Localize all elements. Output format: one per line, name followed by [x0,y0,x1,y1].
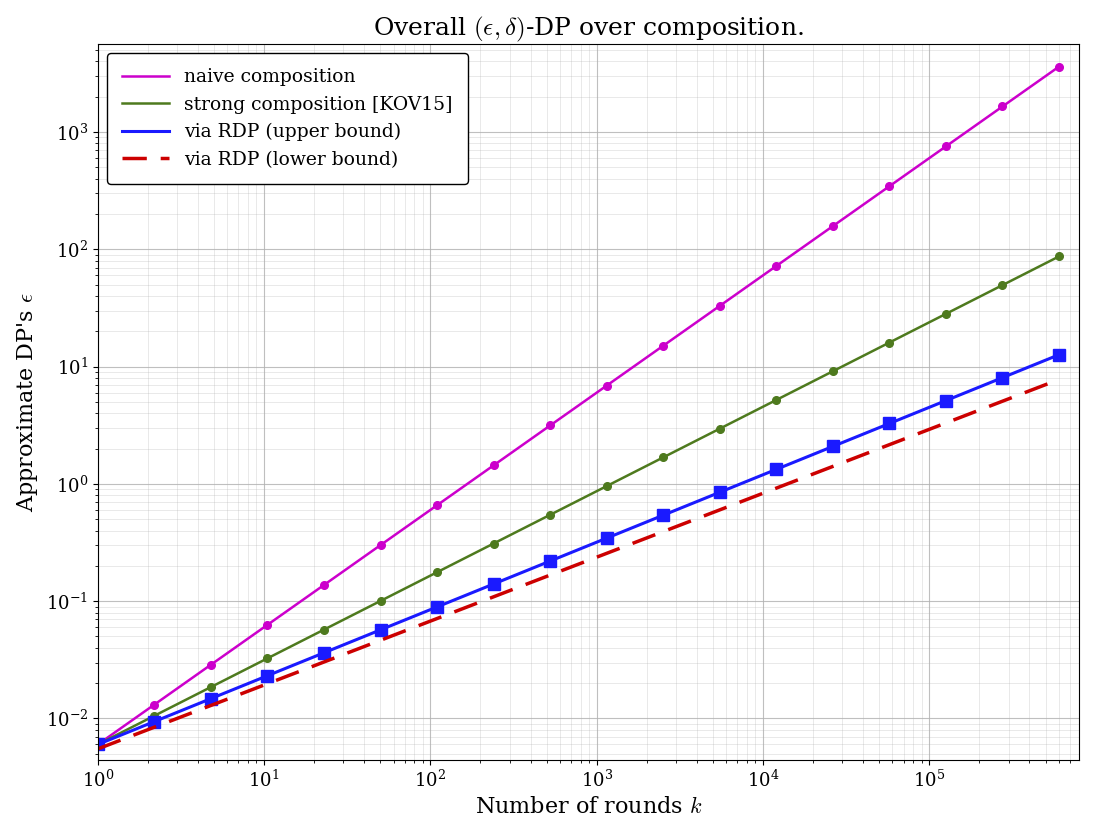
via RDP (upper bound) [91,740,104,750]
strong composition [KOV15] [91,740,104,750]
strong composition [KOV15] [1029,263,1043,273]
Legend: naive composition, strong composition [KOV15], via RDP (upper bound), via RDP (l: naive composition, strong composition [K… [107,53,467,184]
strong composition [KOV15] [612,476,625,486]
via RDP (lower bound) [1029,383,1043,393]
via RDP (upper bound) [548,555,561,565]
via RDP (lower bound) [91,744,104,754]
via RDP (lower bound) [554,566,567,576]
Line: strong composition [KOV15]: strong composition [KOV15] [97,257,1059,745]
via RDP (upper bound) [1052,350,1066,360]
strong composition [KOV15] [1052,252,1066,262]
naive composition [880,184,893,194]
Y-axis label: Approximate DP's $\epsilon$: Approximate DP's $\epsilon$ [15,292,40,511]
via RDP (lower bound) [663,524,676,534]
Line: via RDP (lower bound): via RDP (lower bound) [97,380,1059,749]
Line: via RDP (upper bound): via RDP (upper bound) [97,355,1059,745]
via RDP (upper bound) [554,552,567,562]
via RDP (upper bound) [663,507,676,517]
Line: naive composition: naive composition [97,67,1059,745]
X-axis label: Number of rounds $k$: Number of rounds $k$ [475,796,702,818]
strong composition [KOV15] [554,505,567,515]
naive composition [548,417,561,427]
strong composition [KOV15] [548,507,561,517]
via RDP (lower bound) [612,544,625,554]
via RDP (upper bound) [880,420,893,430]
naive composition [1052,62,1066,72]
strong composition [KOV15] [880,339,893,349]
via RDP (lower bound) [548,568,561,578]
Title: Overall $(\epsilon, \delta)$-DP over composition.: Overall $(\epsilon, \delta)$-DP over com… [373,15,804,44]
naive composition [91,740,104,750]
via RDP (lower bound) [880,441,893,451]
naive composition [663,336,676,346]
via RDP (upper bound) [1029,359,1043,369]
naive composition [1029,78,1043,88]
via RDP (upper bound) [612,529,625,539]
naive composition [554,413,567,423]
naive composition [612,372,625,382]
strong composition [KOV15] [663,449,676,459]
via RDP (lower bound) [1052,375,1066,385]
